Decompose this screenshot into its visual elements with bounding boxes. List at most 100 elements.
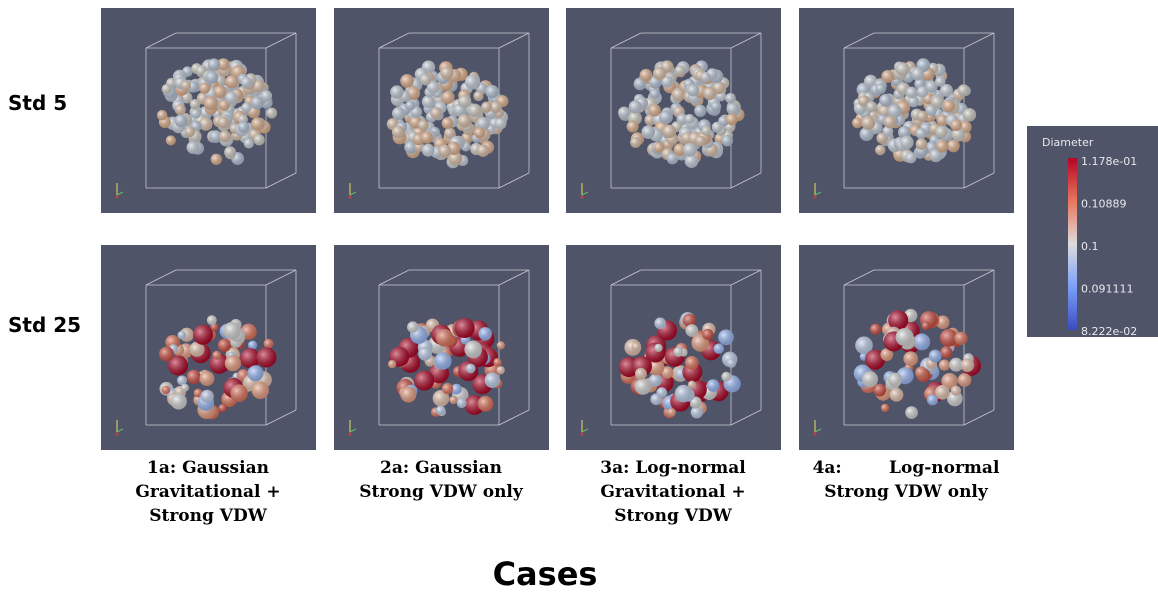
particle-shade [618,107,630,119]
particle-shade [187,141,200,154]
particle-shade [414,371,434,391]
particle-shade [390,85,403,98]
axis-glyph [349,196,352,199]
particle-shade [951,386,961,396]
particle-shade [939,360,950,371]
particle-shade [685,114,695,124]
particle-shade [657,387,668,398]
colorbar: Diameter 1.178e-010.108890.10.0911118.22… [1027,126,1158,338]
particle-shade [916,128,927,139]
panel [566,245,781,450]
particle-shade [440,66,453,79]
particle-shade [630,137,641,148]
case-caption: Gravitational + [135,482,280,502]
particle-shade [852,118,863,129]
particle-shade [193,325,213,345]
particle-shade [254,134,265,145]
particle-shade [896,328,914,346]
particle-shade [905,406,918,419]
particle-shade [922,322,931,331]
colorbar-label: 0.091111 [1081,283,1134,296]
particle-shade [181,81,191,91]
particle-shade [238,121,250,133]
particle-shade [714,344,724,354]
case-caption: 4a: Log-normal [813,458,1000,478]
particle-shade [668,408,676,416]
case-caption: Gravitational + [600,482,745,502]
particle-shade [455,318,475,338]
particle-shade [200,371,215,386]
axis-glyph [814,196,817,199]
particle-shade [675,65,686,76]
particle-shade [242,102,252,112]
particle-shade [218,117,230,129]
particle-shade [225,92,238,105]
particle-shade [418,120,429,131]
particle-shade [225,75,238,88]
particle-shade [936,140,948,152]
particle-shade [695,136,706,147]
particle-shade [653,67,666,80]
particle-shade [686,324,699,337]
particle-shade [687,84,699,96]
particle-shade [701,126,711,136]
particle-shade [718,330,734,346]
particle-shade [875,145,885,155]
particle-shade [252,382,269,399]
particle-shade [916,138,928,150]
particle-shade [888,373,902,387]
particle-shade [225,355,241,371]
case-caption: Strong VDW only [359,482,524,502]
particle-shade [727,103,740,116]
particle-shade [722,135,733,146]
particle-shade [159,347,174,362]
particle-shade [879,94,892,107]
panel [799,245,1014,450]
particle-shade [175,104,186,115]
panel [799,8,1014,213]
particle-shade [683,143,697,157]
particle-shade [418,347,432,361]
row-label: Std 5 [8,91,67,115]
particle-shade [442,383,453,394]
particle-shade [162,84,172,94]
particle-shade [861,116,875,130]
particle-shade [175,114,188,127]
particle-shade [485,85,498,98]
panel [101,8,316,213]
particle-shade [207,315,217,325]
particle-shade [642,125,656,139]
axis-title: Cases [493,555,598,592]
particle-shade [673,347,683,357]
particle-shade [711,101,721,111]
particle-shade [935,76,945,86]
particle-shade [632,342,641,351]
particle-shade [659,110,673,124]
particle-shade [206,71,219,84]
particle-shade [950,119,962,131]
particle-shade [654,344,662,352]
particle-shade [392,107,405,120]
particle-shade [648,104,660,116]
case-caption: Strong VDW [149,506,268,526]
particle-shade [256,347,276,367]
particle-shade [497,366,505,374]
particle-shade [171,393,187,409]
particle-shade [430,107,442,119]
colorbar-label: 0.10889 [1081,198,1127,211]
particle-shade [230,384,247,401]
particle-shade [201,390,214,403]
particle-shade [251,117,264,130]
particle-shade [862,371,878,387]
particle-shade [199,83,210,94]
particle-shade [422,144,435,157]
axis-glyph [116,196,119,199]
particle-shade [223,322,241,340]
particle-shade [881,404,889,412]
particle-shade [464,341,482,359]
particle-shade [896,62,910,76]
particle-shade [208,58,220,70]
particle-shade [721,372,731,382]
particle-shade [958,84,970,96]
particle-shade [261,90,272,101]
